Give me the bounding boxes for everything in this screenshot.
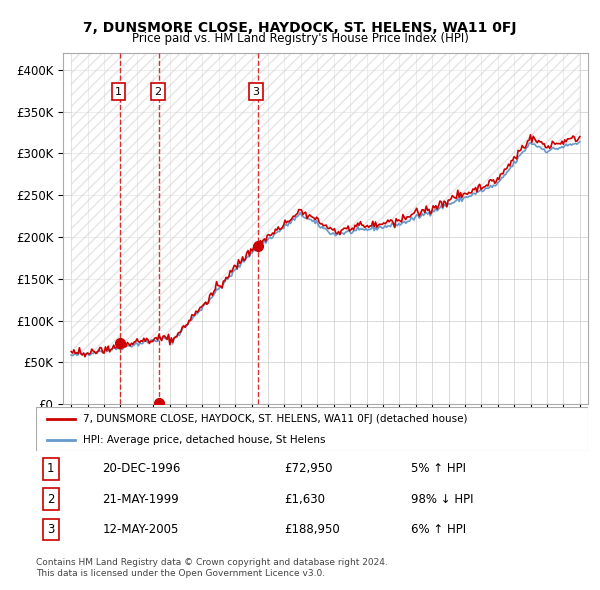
Text: HPI: Average price, detached house, St Helens: HPI: Average price, detached house, St H… (83, 435, 325, 445)
Text: Price paid vs. HM Land Registry's House Price Index (HPI): Price paid vs. HM Land Registry's House … (131, 32, 469, 45)
Text: 1: 1 (115, 87, 122, 97)
Text: £188,950: £188,950 (284, 523, 340, 536)
Text: 2: 2 (155, 87, 161, 97)
Text: 5% ↑ HPI: 5% ↑ HPI (412, 463, 466, 476)
Text: £1,630: £1,630 (284, 493, 325, 506)
Text: This data is licensed under the Open Government Licence v3.0.: This data is licensed under the Open Gov… (36, 569, 325, 578)
Text: Contains HM Land Registry data © Crown copyright and database right 2024.: Contains HM Land Registry data © Crown c… (36, 558, 388, 566)
Text: 6% ↑ HPI: 6% ↑ HPI (412, 523, 466, 536)
Text: £72,950: £72,950 (284, 463, 333, 476)
Text: 12-MAY-2005: 12-MAY-2005 (102, 523, 179, 536)
Text: 3: 3 (47, 523, 55, 536)
Text: 1: 1 (47, 463, 55, 476)
Text: 7, DUNSMORE CLOSE, HAYDOCK, ST. HELENS, WA11 0FJ: 7, DUNSMORE CLOSE, HAYDOCK, ST. HELENS, … (83, 21, 517, 35)
Text: 2: 2 (47, 493, 55, 506)
Text: 98% ↓ HPI: 98% ↓ HPI (412, 493, 474, 506)
Text: 7, DUNSMORE CLOSE, HAYDOCK, ST. HELENS, WA11 0FJ (detached house): 7, DUNSMORE CLOSE, HAYDOCK, ST. HELENS, … (83, 415, 467, 424)
Text: 21-MAY-1999: 21-MAY-1999 (102, 493, 179, 506)
FancyBboxPatch shape (36, 407, 588, 451)
Text: 20-DEC-1996: 20-DEC-1996 (102, 463, 181, 476)
Text: 3: 3 (253, 87, 260, 97)
